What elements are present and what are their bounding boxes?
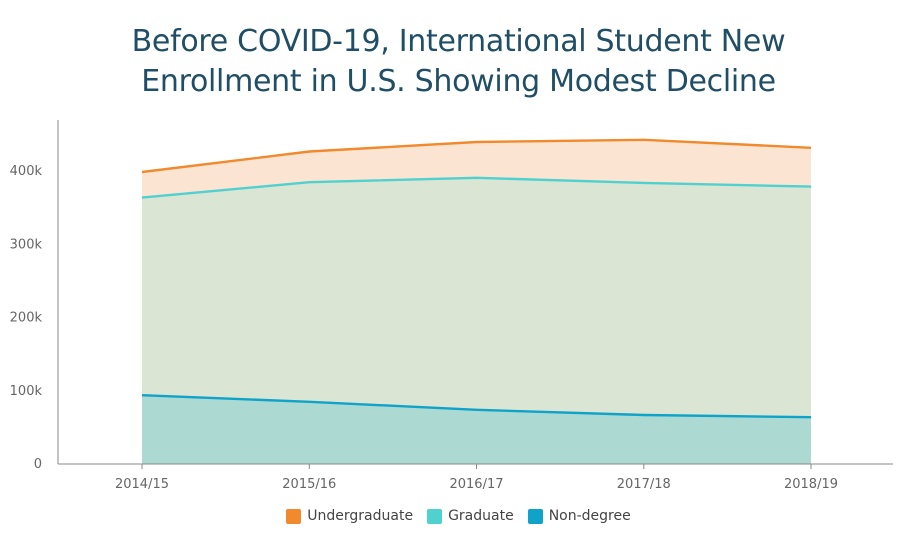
y-tick-label: 300k [10,237,43,252]
area-layer [142,139,811,464]
x-tick-label: 2017/18 [617,477,671,492]
legend-item-graduate[interactable]: Graduate [427,508,514,524]
area-undergraduate [142,139,811,198]
axes-layer [57,120,893,465]
legend: Undergraduate Graduate Non-degree [0,508,917,524]
y-tick-label: 0 [34,457,42,472]
legend-swatch-non-degree [527,508,543,524]
chart-title-line-1: Before COVID-19, International Student N… [131,24,786,59]
chart-title: Before COVID-19, International Student N… [0,22,917,102]
legend-swatch-undergraduate [286,508,302,524]
legend-item-undergraduate[interactable]: Undergraduate [286,508,413,524]
legend-label-graduate: Graduate [448,508,514,524]
x-axis-ticks: 2014/15 2015/16 2016/17 2017/18 2018/19 [115,464,838,492]
legend-item-non-degree[interactable]: Non-degree [527,508,631,524]
area-graduate [142,177,811,418]
x-tick-label: 2015/16 [282,477,336,492]
x-tick-label: 2014/15 [115,477,169,492]
x-tick-label: 2016/17 [449,477,503,492]
y-axis-ticks: 0 100k 200k 300k 400k [10,164,43,472]
line-layer [141,138,812,419]
chart-title-line-2: Enrollment in U.S. Showing Modest Declin… [141,64,776,99]
y-tick-label: 200k [10,311,43,326]
legend-label-non-degree: Non-degree [548,508,631,524]
y-tick-label: 400k [10,164,43,179]
legend-swatch-graduate [427,508,443,524]
y-tick-label: 100k [10,384,43,399]
x-tick-label: 2018/19 [784,477,838,492]
legend-label-undergraduate: Undergraduate [307,508,414,524]
area-non-degree [142,395,811,464]
